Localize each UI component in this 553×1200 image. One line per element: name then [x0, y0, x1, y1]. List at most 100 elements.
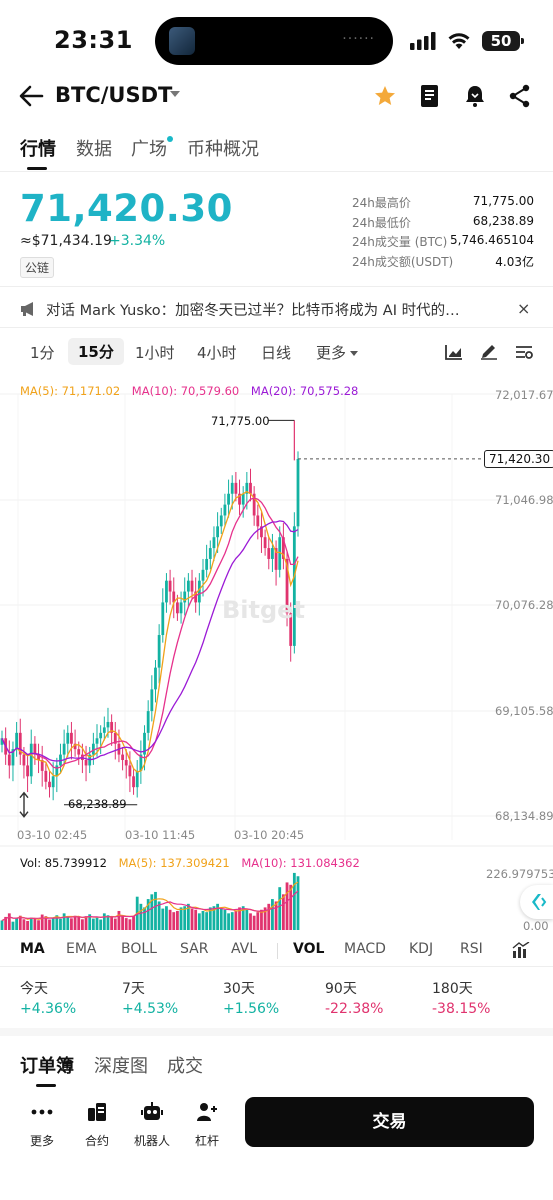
- stat-value: 4.03亿: [495, 254, 534, 269]
- megaphone-icon: [21, 302, 33, 316]
- candle-body: [91, 743, 95, 755]
- news-close-icon[interactable]: ×: [517, 299, 531, 318]
- indicator-settings-icon[interactable]: [512, 942, 530, 959]
- tab-square[interactable]: 广场: [131, 139, 167, 160]
- candle-body: [102, 727, 106, 733]
- tab-trades[interactable]: 成交: [167, 1056, 203, 1077]
- interval-1h[interactable]: 1小时: [135, 344, 175, 362]
- indicator-kdj[interactable]: KDJ: [409, 941, 434, 957]
- status-bar: 23:31 ······ 50: [0, 0, 553, 80]
- volume-bar: [0, 920, 4, 930]
- volume-bar: [48, 919, 51, 930]
- indicator-avl[interactable]: AVL: [231, 941, 258, 957]
- volume-bar: [201, 910, 205, 930]
- volume-bar: [241, 906, 245, 930]
- volume-bar: [150, 894, 154, 930]
- perf-value: -38.15%: [432, 1001, 491, 1017]
- more-caret-icon: [350, 351, 359, 356]
- candle-body: [139, 754, 143, 771]
- volume-bar: [40, 914, 44, 930]
- x-axis-label: 03-10 20:45: [234, 828, 305, 842]
- vol-ma10-line: [1, 890, 299, 922]
- candle-body: [106, 721, 110, 728]
- indicator-sar[interactable]: SAR: [180, 941, 209, 957]
- candle-body: [249, 482, 252, 494]
- kline-chart[interactable]: [0, 378, 553, 938]
- pair-dropdown-caret-icon[interactable]: [170, 91, 180, 97]
- candle-body: [51, 776, 55, 788]
- candle-body: [179, 602, 183, 614]
- chart-type-icon[interactable]: [445, 344, 463, 360]
- watermark-logo: Bitget: [222, 596, 305, 624]
- volume-bar: [176, 910, 179, 930]
- volume-bar: [197, 913, 201, 930]
- stat-value: 5,746.465104: [450, 233, 534, 247]
- more-button[interactable]: 更多: [17, 1102, 67, 1149]
- volume-bar: [102, 913, 106, 930]
- tabs-divider: [0, 171, 553, 172]
- candle-body: [40, 760, 44, 771]
- volume-bar: [113, 918, 117, 930]
- drawing-tool-icon[interactable]: [480, 344, 498, 360]
- performance-row: 今天 +4.36% 7天 +4.53% 30天 +1.56% 90天 -22.3…: [0, 978, 553, 1022]
- interval-more[interactable]: 更多: [316, 342, 359, 363]
- volume-bar: [62, 913, 66, 930]
- high-price-marker: 71,775.00: [211, 414, 270, 428]
- candle-body: [66, 732, 70, 744]
- trade-button[interactable]: 交易: [245, 1097, 534, 1147]
- robot-button[interactable]: 机器人: [127, 1102, 177, 1149]
- price-alert-bell-icon[interactable]: [464, 84, 486, 108]
- tab-market[interactable]: 行情: [20, 139, 56, 160]
- candle-body: [165, 580, 168, 603]
- volume-bar: [55, 915, 59, 930]
- candle-body: [267, 548, 271, 559]
- candle-body: [245, 482, 249, 494]
- tab-depth-chart[interactable]: 深度图: [94, 1056, 148, 1077]
- favorite-star-icon[interactable]: [373, 84, 397, 108]
- low-price-marker: 68,238.89: [68, 797, 127, 811]
- candle-body: [201, 569, 205, 581]
- floating-assistant-button[interactable]: [520, 885, 553, 919]
- candle-body: [285, 558, 289, 614]
- current-price-tag[interactable]: 71,420.30: [484, 450, 553, 468]
- interval-1d[interactable]: 日线: [261, 344, 292, 362]
- volume-bar: [88, 914, 92, 930]
- live-activity-app-icon: [169, 27, 195, 55]
- book-icon[interactable]: [419, 84, 441, 108]
- candle-body: [124, 760, 128, 766]
- back-arrow-icon[interactable]: [18, 82, 44, 110]
- candle-body: [77, 749, 81, 755]
- indicator-ma[interactable]: MA: [20, 941, 45, 957]
- leverage-button[interactable]: 杠杆: [182, 1102, 232, 1149]
- candle-body: [70, 732, 73, 744]
- interval-4h[interactable]: 4小时: [197, 344, 237, 362]
- ma10-value: MA(10): 70,579.60: [131, 384, 240, 398]
- price-change: +3.34%: [109, 233, 166, 249]
- share-icon[interactable]: [509, 84, 531, 108]
- contract-button[interactable]: 合约: [72, 1102, 122, 1149]
- chart-settings-icon[interactable]: [515, 344, 533, 360]
- tab-coin-overview[interactable]: 币种概况: [187, 139, 259, 160]
- candle-body: [234, 482, 238, 494]
- news-ticker[interactable]: 对话 Mark Yusko：加密冬天已过半？比特币将成为 AI 时代的…: [20, 299, 533, 319]
- interval-15m[interactable]: 15分: [68, 338, 124, 365]
- stat-label: 24h最低价: [352, 215, 411, 230]
- candle-body: [0, 738, 4, 745]
- tab-data[interactable]: 数据: [76, 139, 112, 160]
- vol-axis-bottom: 0.00: [523, 919, 549, 933]
- pair-selector[interactable]: BTC/USDT: [55, 83, 173, 107]
- indicator-macd[interactable]: MACD: [344, 941, 386, 957]
- chain-tag[interactable]: 公链: [20, 257, 55, 278]
- indicator-boll[interactable]: BOLL: [121, 941, 157, 957]
- indicator-ema[interactable]: EMA: [66, 941, 97, 957]
- interval-1m[interactable]: 1分: [30, 344, 55, 362]
- indicator-rsi[interactable]: RSI: [460, 941, 483, 957]
- stat-row: 24h最低价 68,238.89: [352, 214, 534, 234]
- wifi-icon: [448, 33, 470, 49]
- candle-body: [208, 548, 212, 559]
- volume-bar: [66, 916, 70, 930]
- ma20-line: [1, 520, 299, 762]
- tab-orderbook[interactable]: 订单簿: [20, 1056, 74, 1077]
- candle-body: [278, 537, 282, 570]
- indicator-vol[interactable]: VOL: [293, 941, 325, 957]
